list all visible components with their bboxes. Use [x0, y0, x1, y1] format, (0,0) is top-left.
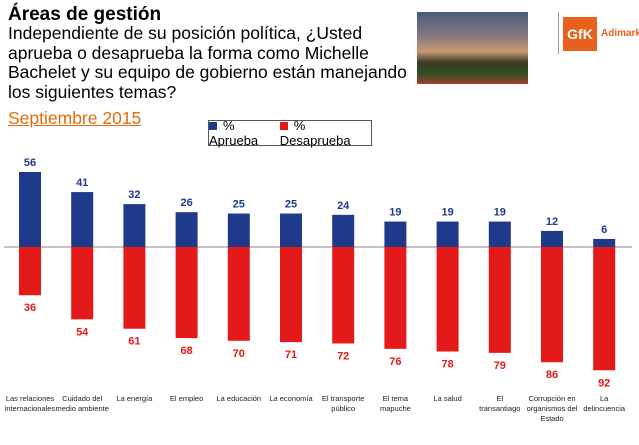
divider: [558, 12, 559, 54]
legend-swatch: [279, 122, 288, 130]
data-label-aprueba: 25: [233, 199, 245, 211]
date-label: Septiembre 2015: [8, 108, 142, 128]
data-label-aprueba: 19: [389, 207, 401, 219]
bar-desaprueba: [227, 247, 250, 341]
bar-desaprueba: [332, 247, 355, 344]
legend-item-aprueba: % Aprueba: [209, 118, 280, 148]
bar-aprueba: [175, 212, 198, 247]
data-label-aprueba: 6: [601, 224, 607, 236]
bar-aprueba: [123, 204, 146, 247]
bar-aprueba: [384, 221, 407, 247]
category-label: La salud: [433, 394, 461, 403]
data-label-aprueba: 25: [285, 199, 297, 211]
bar-desaprueba: [593, 247, 616, 371]
data-label-desaprueba: 79: [494, 360, 506, 372]
data-label-desaprueba: 36: [24, 302, 36, 314]
data-label-aprueba: 12: [546, 216, 558, 228]
brand-name: Adimark: [601, 28, 639, 39]
bar-desaprueba: [384, 247, 407, 349]
bar-desaprueba: [280, 247, 302, 343]
bar-desaprueba: [436, 247, 459, 352]
bar-desaprueba: [541, 247, 563, 363]
data-label-aprueba: 26: [180, 197, 192, 209]
data-label-desaprueba: 92: [598, 377, 610, 389]
data-label-desaprueba: 76: [389, 356, 401, 368]
data-label-aprueba: 41: [76, 177, 88, 189]
data-label-aprueba: 56: [24, 157, 36, 169]
legend-label: % Aprueba: [209, 118, 259, 148]
data-label-desaprueba: 86: [546, 369, 558, 381]
category-label: Corrupción en organismos del Estado: [527, 394, 578, 423]
bar-aprueba: [488, 221, 511, 247]
category-label: El transporte público: [322, 394, 365, 413]
bar-desaprueba: [71, 247, 94, 320]
chart-title: Áreas de gestión: [8, 4, 162, 25]
bar-aprueba: [71, 192, 94, 247]
data-label-aprueba: 19: [441, 207, 453, 219]
category-label: La delincuencia: [583, 394, 626, 413]
data-label-desaprueba: 68: [180, 345, 192, 357]
bar-desaprueba: [488, 247, 511, 353]
data-label-desaprueba: 54: [76, 326, 89, 338]
category-label: El transantiago: [479, 394, 520, 413]
legend: % Aprueba % Desaprueba: [208, 118, 372, 148]
bar-desaprueba: [175, 247, 198, 339]
data-label-desaprueba: 71: [285, 349, 297, 361]
legend-swatch: [209, 122, 217, 130]
data-label-aprueba: 19: [494, 207, 506, 219]
data-label-desaprueba: 70: [233, 348, 245, 360]
bar-aprueba: [332, 214, 355, 247]
category-label: Las relaciones internacionales: [5, 394, 56, 413]
bar-aprueba: [436, 221, 459, 247]
bar-aprueba: [541, 230, 563, 247]
data-label-aprueba: 32: [128, 189, 140, 201]
legend-item-desaprueba: % Desaprueba: [279, 118, 371, 148]
category-label: El empleo: [170, 394, 203, 403]
category-label: La energía: [116, 394, 153, 403]
bar-aprueba: [19, 171, 41, 247]
bar-aprueba: [227, 213, 250, 247]
question-text: Independiente de su posición política, ¿…: [8, 23, 407, 102]
bar-aprueba: [593, 238, 616, 247]
data-label-aprueba: 24: [337, 200, 350, 212]
bar-aprueba: [280, 213, 302, 247]
legend-label: % Desaprueba: [279, 118, 351, 148]
bar-desaprueba: [19, 247, 41, 296]
data-label-desaprueba: 72: [337, 350, 349, 362]
category-label: La economía: [269, 394, 313, 403]
government-photo: [417, 12, 528, 84]
data-label-desaprueba: 78: [441, 359, 453, 371]
category-label: Cuidado del medio ambiente: [56, 394, 109, 413]
category-label: El tema mapuche: [380, 394, 411, 413]
data-label-desaprueba: 61: [128, 336, 140, 348]
gfk-logo: GfK: [563, 17, 597, 51]
category-label: La educación: [216, 394, 261, 403]
bar-desaprueba: [123, 247, 146, 329]
